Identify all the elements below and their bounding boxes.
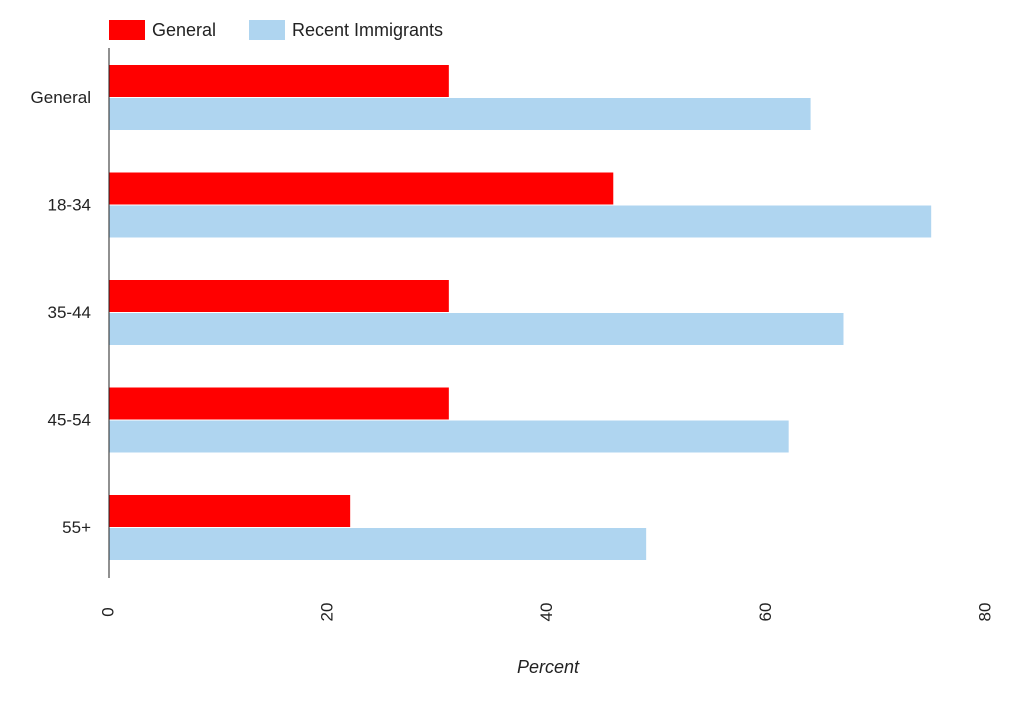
x-tick-label-2: 20 <box>318 603 337 622</box>
y-axis: General 18-34 35-44 45-54 55+ <box>31 48 110 578</box>
y-tick-label-4: 45-54 <box>48 411 91 430</box>
bar-general-3 <box>109 280 449 312</box>
x-tick-label-4: 60 <box>756 603 775 622</box>
legend-swatch-2 <box>249 20 285 40</box>
y-tick-label-5: 55+ <box>62 518 91 537</box>
x-axis: 0 20 40 60 80 <box>98 603 994 622</box>
bar-recent-immigrants-4 <box>109 420 789 453</box>
x-tick-label-5: 80 <box>975 603 994 622</box>
bar-recent-immigrants-3 <box>109 313 844 345</box>
bar-general-4 <box>109 387 449 420</box>
legend-label-2: Recent Immigrants <box>292 20 443 40</box>
bar-recent-immigrants-5 <box>109 528 647 560</box>
bar-recent-immigrants-2 <box>109 205 932 238</box>
legend: General Recent Immigrants <box>109 20 443 40</box>
bar-general-2 <box>109 172 614 205</box>
legend-swatch-1 <box>109 20 145 40</box>
y-tick-label-2: 18-34 <box>48 196 91 215</box>
x-axis-label: Percent <box>517 657 580 677</box>
y-tick-label-1: General <box>31 88 91 107</box>
legend-label-1: General <box>152 20 216 40</box>
x-tick-label-3: 40 <box>537 603 556 622</box>
bars-group <box>109 65 932 560</box>
x-tick-label-1: 0 <box>98 607 117 616</box>
bar-general-5 <box>109 495 351 527</box>
bar-general-1 <box>109 65 449 97</box>
y-tick-label-3: 35-44 <box>48 303 91 322</box>
bar-recent-immigrants-1 <box>109 98 811 130</box>
